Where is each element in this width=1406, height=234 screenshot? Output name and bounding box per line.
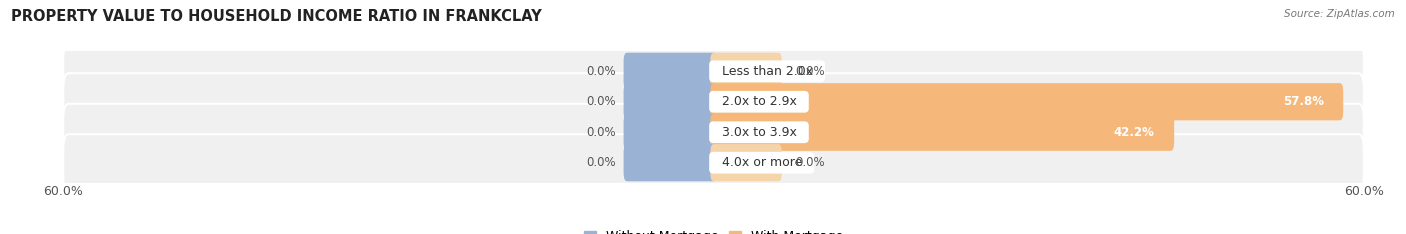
Text: 0.0%: 0.0% xyxy=(586,126,616,139)
Bar xyxy=(63,88,1364,115)
FancyBboxPatch shape xyxy=(624,83,717,120)
Text: 0.0%: 0.0% xyxy=(794,156,824,169)
FancyBboxPatch shape xyxy=(710,83,1343,120)
Text: 42.2%: 42.2% xyxy=(1114,126,1154,139)
Text: 57.8%: 57.8% xyxy=(1282,95,1323,108)
Bar xyxy=(63,150,1364,176)
FancyBboxPatch shape xyxy=(710,144,782,181)
Text: PROPERTY VALUE TO HOUSEHOLD INCOME RATIO IN FRANKCLAY: PROPERTY VALUE TO HOUSEHOLD INCOME RATIO… xyxy=(11,9,541,24)
Text: 2.0x to 2.9x: 2.0x to 2.9x xyxy=(713,95,804,108)
FancyBboxPatch shape xyxy=(624,114,717,151)
Text: 0.0%: 0.0% xyxy=(794,65,824,78)
FancyBboxPatch shape xyxy=(710,114,1174,151)
Text: 0.0%: 0.0% xyxy=(586,156,616,169)
FancyBboxPatch shape xyxy=(63,134,1364,191)
FancyBboxPatch shape xyxy=(624,144,717,181)
Text: 4.0x or more: 4.0x or more xyxy=(713,156,810,169)
Text: 0.0%: 0.0% xyxy=(586,65,616,78)
FancyBboxPatch shape xyxy=(63,104,1364,161)
Bar xyxy=(63,58,1364,84)
FancyBboxPatch shape xyxy=(624,53,717,90)
Legend: Without Mortgage, With Mortgage: Without Mortgage, With Mortgage xyxy=(579,225,848,234)
FancyBboxPatch shape xyxy=(710,53,782,90)
FancyBboxPatch shape xyxy=(63,73,1364,130)
Bar xyxy=(63,119,1364,146)
Text: 0.0%: 0.0% xyxy=(586,95,616,108)
Text: Source: ZipAtlas.com: Source: ZipAtlas.com xyxy=(1284,9,1395,19)
Text: Less than 2.0x: Less than 2.0x xyxy=(713,65,821,78)
Text: 3.0x to 3.9x: 3.0x to 3.9x xyxy=(713,126,804,139)
FancyBboxPatch shape xyxy=(63,43,1364,100)
